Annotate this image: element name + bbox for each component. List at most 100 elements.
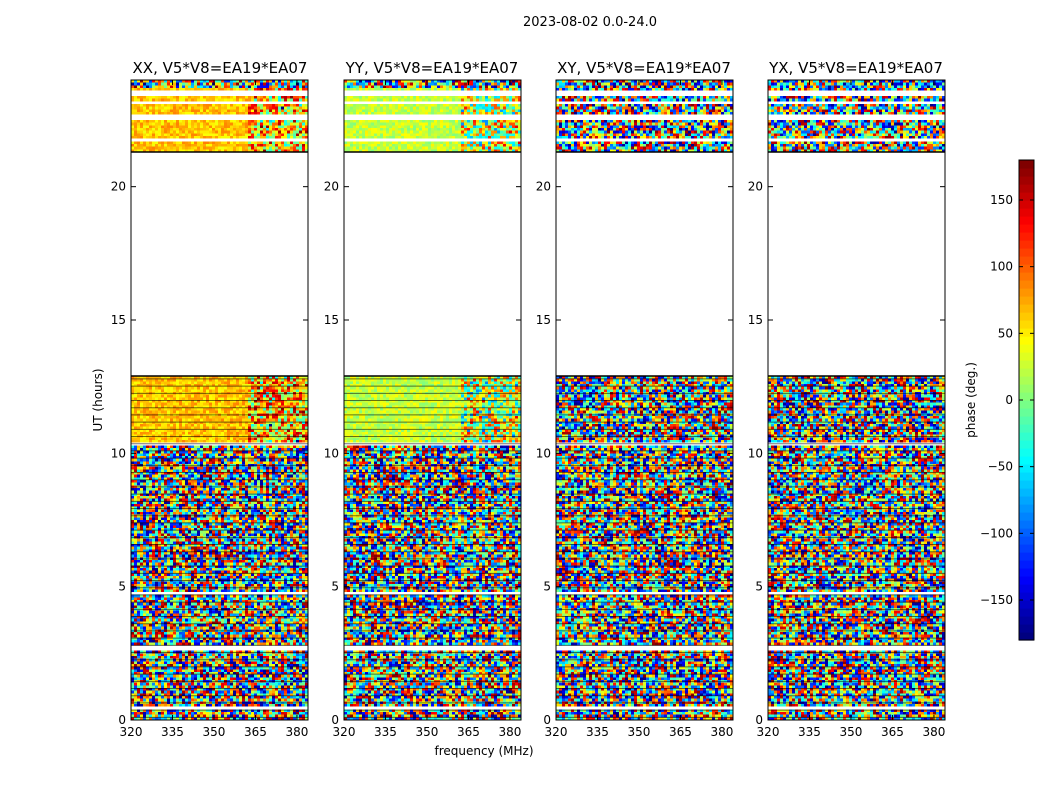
y-tick-label: 10 (536, 446, 551, 460)
colorbar-segment (1019, 296, 1034, 305)
colorbar-segment (1019, 232, 1034, 241)
colorbar-segment (1019, 432, 1034, 441)
colorbar-segment (1019, 488, 1034, 497)
colorbar-tick-label: −50 (988, 460, 1013, 474)
figure-suptitle: 2023-08-02 0.0-24.0 (523, 15, 657, 30)
y-tick-label: 20 (536, 180, 551, 194)
heatmap-image (344, 80, 521, 720)
colorbar-tick-label: 50 (998, 326, 1013, 340)
panel-yy: YY, V5*V8=EA19*EA07 (345, 59, 519, 77)
x-tick-label: 335 (586, 725, 609, 739)
colorbar-segment (1019, 176, 1034, 185)
x-tick-label: 365 (669, 725, 692, 739)
y-tick-label: 10 (111, 446, 126, 460)
y-tick-label: 0 (331, 713, 339, 727)
y-tick-label: 0 (755, 713, 763, 727)
x-tick-label: 380 (285, 725, 308, 739)
colorbar-segment (1019, 608, 1034, 617)
y-tick-label: 10 (748, 446, 763, 460)
y-tick-label: 15 (324, 313, 339, 327)
colorbar-segment (1019, 352, 1034, 361)
y-tick-label: 20 (111, 180, 126, 194)
colorbar-segment (1019, 208, 1034, 217)
heatmap-image (556, 80, 733, 720)
colorbar-segment (1019, 248, 1034, 257)
colorbar-segment (1019, 392, 1034, 401)
colorbar-segment (1019, 328, 1034, 337)
colorbar-tick-label: −150 (980, 593, 1013, 607)
colorbar-segment (1019, 528, 1034, 537)
x-tick-label: 320 (333, 725, 356, 739)
colorbar-segment (1019, 560, 1034, 569)
colorbar-segment (1019, 320, 1034, 329)
chart-marks: 320 335 350 365 380 0 5 10 15 20 320 335 350 365 380 0 5… (111, 79, 1035, 739)
x-tick-label: 335 (161, 725, 184, 739)
heatmap-image (768, 80, 945, 720)
colorbar-segment (1019, 520, 1034, 529)
panel-xx: XX, V5*V8=EA19*EA07 (133, 59, 308, 77)
panel-frame (343, 79, 522, 721)
colorbar-segment (1019, 400, 1034, 409)
colorbar-segment (1019, 424, 1034, 433)
colorbar-segment (1019, 536, 1034, 545)
colorbar-segment (1019, 304, 1034, 313)
panel-title: XX, V5*V8=EA19*EA07 (133, 59, 308, 77)
panel-yx: YX, V5*V8=EA19*EA07 (768, 59, 943, 77)
x-tick-label: 350 (203, 725, 226, 739)
colorbar-tick-label: 150 (990, 193, 1013, 207)
colorbar-segment (1019, 512, 1034, 521)
colorbar-segment (1019, 160, 1034, 169)
y-tick-label: 5 (331, 580, 339, 594)
colorbar-segment (1019, 360, 1034, 369)
x-tick-label: 365 (457, 725, 480, 739)
colorbar-label: phase (deg.) (964, 362, 978, 438)
x-tick-label: 350 (416, 725, 439, 739)
colorbar-segment (1019, 496, 1034, 505)
colorbar-segment (1019, 368, 1034, 377)
colorbar-segment (1019, 456, 1034, 465)
colorbar-tick-label: 0 (1005, 393, 1013, 407)
colorbar-segment (1019, 384, 1034, 393)
colorbar-segment (1019, 288, 1034, 297)
colorbar-segment (1019, 336, 1034, 345)
colorbar-segment (1019, 440, 1034, 449)
colorbar-segment (1019, 584, 1034, 593)
colorbar-segment (1019, 312, 1034, 321)
x-tick-label: 365 (881, 725, 904, 739)
colorbar-segment (1019, 280, 1034, 289)
colorbar-segment (1019, 448, 1034, 457)
colorbar-tick-label: −100 (980, 526, 1013, 540)
y-tick-label: 5 (543, 580, 551, 594)
x-tick-label: 350 (840, 725, 863, 739)
colorbar-segment (1019, 592, 1034, 601)
colorbar-segment (1019, 216, 1034, 225)
x-tick-label: 335 (374, 725, 397, 739)
colorbar-segment (1019, 184, 1034, 193)
colorbar-segment (1019, 632, 1034, 641)
colorbar-segment (1019, 192, 1034, 201)
y-tick-label: 20 (324, 180, 339, 194)
colorbar-segment (1019, 504, 1034, 513)
x-tick-label: 365 (244, 725, 267, 739)
x-tick-label: 380 (498, 725, 521, 739)
colorbar-segment (1019, 408, 1034, 417)
panel-title: YY, V5*V8=EA19*EA07 (345, 59, 519, 77)
colorbar-segment (1019, 344, 1034, 353)
colorbar-segment (1019, 240, 1034, 249)
y-tick-label: 15 (536, 313, 551, 327)
colorbar-segment (1019, 472, 1034, 481)
x-tick-label: 335 (798, 725, 821, 739)
colorbar-segment (1019, 272, 1034, 281)
colorbar-segment (1019, 224, 1034, 233)
panel-xy: XY, V5*V8=EA19*EA07 (557, 59, 731, 77)
colorbar-tick-label: 100 (990, 260, 1013, 274)
colorbar-segment (1019, 464, 1034, 473)
panel-frame (130, 79, 309, 721)
heatmap-image (131, 80, 308, 720)
x-tick-label: 380 (710, 725, 733, 739)
colorbar-segment (1019, 480, 1034, 489)
x-tick-label: 320 (545, 725, 568, 739)
colorbar-segment (1019, 264, 1034, 273)
x-tick-label: 320 (120, 725, 143, 739)
y-tick-label: 15 (748, 313, 763, 327)
